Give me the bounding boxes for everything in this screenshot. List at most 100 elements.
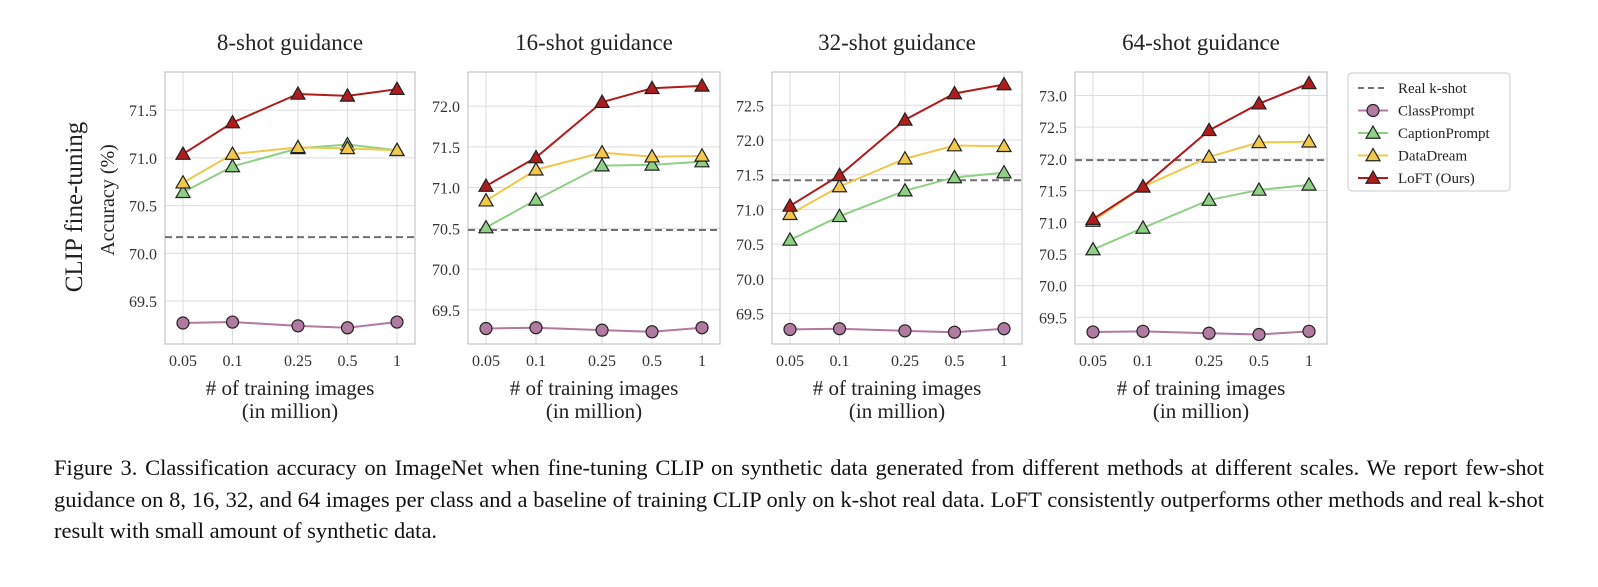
data-point-captionprompt	[1084, 241, 1102, 256]
plot-frame	[1074, 71, 1328, 345]
data-point-classprompt	[479, 321, 493, 336]
data-point-classprompt	[1086, 325, 1100, 339]
y-tick-label: 70.0	[736, 272, 764, 289]
y-tick-label: 71.0	[432, 181, 460, 198]
data-point-classprompt	[291, 319, 305, 333]
y-tick-label: 69.5	[129, 294, 157, 311]
legend: Real k-shot ClassPrompt CaptionPrompt DataD…	[1347, 72, 1511, 192]
chart-title: 8-shot guidance	[217, 30, 363, 55]
data-point-datadream	[995, 138, 1013, 153]
plot-frame	[164, 71, 416, 345]
data-point-captionprompt	[831, 208, 848, 223]
data-point-loft	[781, 197, 799, 212]
x-tick-label: 1	[698, 353, 706, 370]
data-point-classprompt	[1136, 324, 1150, 338]
data-point-loft	[527, 149, 545, 164]
chart-panel-4: 69.5 70.0 70.5 71.0 71.5 72.0 72.5 73.0 0.05 0.1 0…	[1039, 30, 1328, 423]
y-tick-label: 71.5	[129, 103, 157, 120]
y-tick-label: 69.5	[432, 303, 460, 320]
x-tick-label: 0.1	[830, 353, 850, 370]
chart-panel-3: 69.5 70.0 70.5 71.0 71.5 72.0 72.5 0.05 0.1 0.25 0…	[736, 30, 1023, 423]
chart-title: 16-shot guidance	[515, 30, 673, 55]
data-point-captionprompt	[643, 156, 661, 171]
data-point-classprompt	[832, 322, 847, 336]
data-point-datadream	[1201, 148, 1218, 163]
x-tick-label: 0.1	[1133, 353, 1153, 370]
x-axis-label: # of training images	[1117, 376, 1286, 400]
legend-label-captionprompt: CaptionPrompt	[1398, 126, 1491, 142]
x-tick-label: 0.05	[1079, 353, 1107, 370]
data-point-classprompt	[783, 322, 797, 337]
data-point-datadream	[781, 206, 799, 221]
y-tick-label: 69.5	[736, 306, 764, 323]
y-tick-label: 70.0	[432, 262, 460, 279]
legend-label-loft: LoFT (Ours)	[1398, 171, 1475, 187]
data-point-loft	[1300, 75, 1318, 90]
plot-area	[771, 71, 1023, 345]
data-point-classprompt	[595, 323, 609, 337]
x-axis-label: (in million)	[849, 399, 945, 423]
data-point-datadream	[527, 161, 545, 176]
data-point-loft	[1134, 178, 1152, 193]
data-point-loft	[831, 167, 848, 182]
x-tick-label: 0.25	[1195, 353, 1223, 370]
x-tick-label: 0.25	[284, 353, 312, 370]
plot-area	[467, 71, 721, 345]
data-point-datadream	[339, 140, 356, 155]
data-point-datadream	[594, 144, 611, 159]
chart-title: 32-shot guidance	[818, 30, 976, 55]
data-point-classprompt	[898, 324, 912, 338]
data-point-captionprompt	[527, 191, 545, 206]
data-point-captionprompt	[477, 219, 495, 234]
legend-box	[1347, 72, 1511, 192]
data-point-captionprompt	[1250, 181, 1268, 196]
data-point-classprompt	[390, 315, 404, 329]
row-label: CLIP fine-tuning	[61, 121, 88, 292]
chart-panel-1: 69.5 70.0 70.5 71.0 71.5 0.05 0.1 0.25 0.5 1 8-sho…	[97, 30, 416, 423]
data-point-captionprompt	[594, 157, 611, 172]
x-tick-label: 0.1	[526, 353, 546, 370]
x-axis-label: # of training images	[813, 376, 982, 400]
data-point-datadream	[477, 192, 495, 207]
data-point-datadream	[224, 145, 241, 160]
data-point-classprompt	[340, 321, 355, 335]
x-axis-label: (in million)	[1153, 399, 1249, 423]
x-tick-label: 1	[1305, 353, 1313, 370]
data-point-classprompt	[225, 315, 240, 329]
data-point-datadream	[693, 147, 711, 162]
chart-title: 64-shot guidance	[1122, 30, 1280, 55]
figure-3-charts: CLIP fine-tuning 69.5 70.0 70.5 71.0 71.5 0.0…	[61, 30, 1511, 423]
y-tick-label: 71.0	[129, 151, 157, 168]
legend-marker-captionprompt	[1364, 124, 1382, 139]
y-tick-label: 70.0	[129, 246, 157, 263]
x-axis-label: # of training images	[206, 376, 375, 400]
data-point-captionprompt	[1300, 176, 1318, 191]
legend-label-datadream: DataDream	[1398, 149, 1467, 165]
data-point-loft	[594, 93, 611, 108]
data-point-datadream	[289, 139, 307, 154]
chart-panel-2: 69.5 70.0 70.5 71.0 71.5 72.0 0.05 0.1 0.25 0.5 1 1…	[432, 30, 721, 423]
x-axis-label: # of training images	[510, 376, 679, 400]
data-point-classprompt	[1252, 327, 1266, 342]
data-point-captionprompt	[995, 164, 1013, 179]
x-tick-label: 0.1	[223, 353, 243, 370]
plot-area	[164, 71, 416, 345]
data-point-loft	[1084, 210, 1102, 225]
data-point-classprompt	[1302, 324, 1316, 338]
y-tick-label: 69.5	[1039, 310, 1067, 327]
data-point-classprompt	[176, 316, 190, 330]
data-point-loft	[224, 114, 241, 129]
x-tick-label: 0.5	[944, 353, 964, 370]
figure-caption: Figure 3. Classification accuracy on Ima…	[54, 455, 1544, 543]
data-point-captionprompt	[781, 231, 799, 246]
x-tick-label: 0.25	[891, 353, 919, 370]
y-tick-label: 73.0	[1039, 88, 1067, 105]
data-point-datadream	[946, 137, 963, 152]
data-point-loft	[693, 77, 711, 92]
data-point-classprompt	[997, 322, 1011, 336]
data-point-classprompt	[529, 321, 543, 335]
y-tick-label: 71.0	[1039, 215, 1067, 232]
x-tick-label: 0.05	[169, 353, 197, 370]
data-point-captionprompt	[224, 158, 241, 173]
data-point-loft	[174, 145, 192, 160]
